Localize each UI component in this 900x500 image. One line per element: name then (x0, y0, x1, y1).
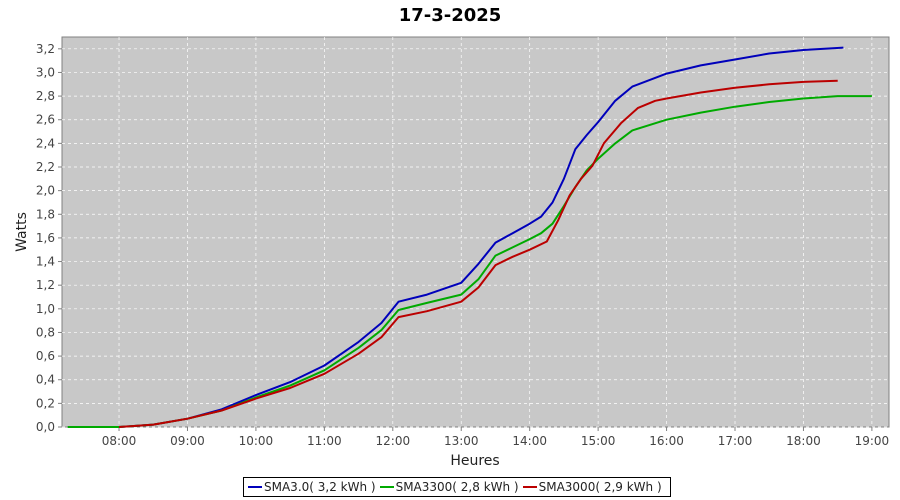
x-tick-label: 15:00 (581, 434, 616, 448)
x-tick-label: 16:00 (649, 434, 684, 448)
legend-swatch-sma30 (248, 486, 262, 488)
y-tick-label: 1,2 (36, 278, 55, 292)
y-tick-label: 2,8 (36, 89, 55, 103)
x-tick-label: 09:00 (170, 434, 205, 448)
y-axis-label: Watts (14, 212, 30, 252)
y-tick-label: 1,8 (36, 207, 55, 221)
series-line-2 (118, 79, 838, 428)
legend-swatch-sma3300 (379, 486, 394, 488)
x-tick-label: 18:00 (786, 434, 821, 448)
chart-title: 17-3-2025 (399, 5, 502, 26)
grid-lines (62, 37, 889, 428)
legend-item-sma3300: SMA3300( 2,8 kWh ) (379, 480, 519, 494)
x-tick-label: 17:00 (718, 434, 753, 448)
y-tick-label: 0,8 (36, 325, 55, 339)
y-tick-label: 2,2 (36, 160, 55, 174)
x-tick-label: 13:00 (444, 434, 479, 448)
series-lines (67, 46, 872, 428)
y-tick-label: 1,6 (36, 231, 55, 245)
y-tick-label: 0,4 (36, 373, 55, 387)
y-tick-label: 0,6 (36, 349, 55, 363)
y-tick-label: 3,2 (36, 42, 55, 56)
x-axis-label: Heures (450, 453, 499, 469)
y-tick-label: 0,0 (36, 420, 55, 434)
legend-label-sma3300: SMA3300( 2,8 kWh ) (395, 480, 519, 494)
x-tick-label: 12:00 (376, 434, 411, 448)
legend-item-sma30: SMA3.0( 3,2 kWh ) (248, 480, 376, 494)
legend-label-sma3000: SMA3000( 2,9 kWh ) (538, 480, 662, 494)
y-tick-label: 2,6 (36, 113, 55, 127)
x-tick-label: 19:00 (855, 434, 890, 448)
x-tick-label: 08:00 (102, 434, 137, 448)
y-tick-label: 0,2 (36, 396, 55, 410)
x-tick-label: 14:00 (512, 434, 547, 448)
y-tick-label: 3,0 (36, 65, 55, 79)
series-line-0 (118, 46, 844, 428)
legend-item-sma3000: SMA3000( 2,9 kWh ) (522, 480, 662, 494)
x-axis: 08:00 09:00 10:00 11:00 12:00 13:00 14:00 15:00… (102, 427, 889, 448)
legend-label-sma30: SMA3.0( 3,2 kWh ) (264, 480, 376, 494)
x-tick-label: 10:00 (239, 434, 274, 448)
legend-swatch-sma3000 (522, 486, 537, 488)
y-axis: 0,0 0,2 0,4 0,6 0,8 1,0 1,2 1,4 1,6 1,8 2,0 2,2 2,4 2… (36, 42, 62, 434)
y-tick-label: 2,4 (36, 136, 55, 150)
y-tick-label: 2,0 (36, 184, 55, 198)
chart-legend: SMA3.0( 3,2 kWh ) SMA3300( 2,8 kWh ) SMA… (243, 477, 671, 497)
plot-area (61, 36, 890, 428)
x-tick-label: 11:00 (307, 434, 342, 448)
y-tick-label: 1,0 (36, 302, 55, 316)
y-tick-label: 1,4 (36, 255, 55, 269)
